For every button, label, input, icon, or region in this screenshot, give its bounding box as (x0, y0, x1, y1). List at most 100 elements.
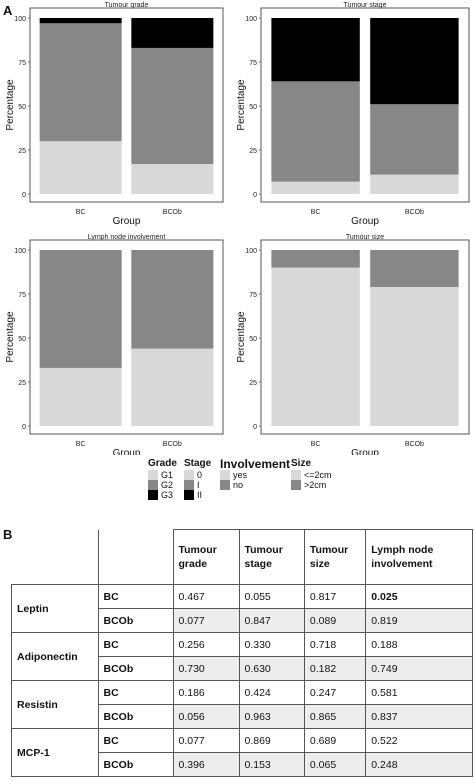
legend-swatch (220, 470, 230, 480)
x-axis-title: Group (351, 448, 379, 455)
y-tick-label: 50 (18, 336, 26, 343)
group-label: BC (97, 680, 174, 705)
x-tick-label: BCOb (405, 441, 424, 448)
legend-label: II (197, 490, 203, 500)
bar-segment (131, 18, 214, 48)
pvalue-table: Tumour grade Tumour stage Tumour size Lymph… (11, 529, 473, 777)
group-label: BCOb (97, 704, 174, 729)
bar-segment (131, 348, 214, 426)
legend-item: G1 (148, 470, 177, 480)
legend-label: >2cm (304, 480, 327, 490)
y-tick-label: 75 (249, 60, 257, 67)
legend-label: <=2cm (304, 470, 332, 480)
chart-title: Tumour size (346, 234, 384, 241)
y-tick-label: 100 (245, 16, 257, 23)
p-value: 0.819 (365, 608, 473, 633)
y-tick-label: 25 (18, 380, 26, 387)
x-axis-title: Group (113, 216, 141, 227)
p-value: 0.749 (365, 656, 473, 681)
p-value: 0.522 (365, 728, 473, 753)
header-blank (98, 529, 174, 585)
p-value: 0.718 (303, 632, 367, 657)
legend-swatch (184, 490, 194, 500)
y-tick-label: 50 (249, 336, 257, 343)
p-value: 0.077 (172, 608, 240, 633)
column-header: Lymph node involvement (365, 529, 473, 585)
legend-title: Involvement (220, 457, 291, 471)
p-value: 0.865 (303, 704, 367, 729)
p-value: 0.396 (172, 752, 240, 777)
legend-label: G1 (161, 470, 174, 480)
legend-label: yes (233, 470, 248, 480)
p-value: 0.467 (172, 584, 240, 609)
legend-swatch (291, 480, 301, 490)
bar-segment (39, 367, 122, 426)
table-row: MCP-1 BC 0.077 0.869 0.689 0.522 (11, 728, 473, 777)
legend-swatch (184, 470, 194, 480)
y-tick-label: 25 (249, 380, 257, 387)
y-tick-label: 0 (253, 424, 257, 431)
x-tick-label: BC (311, 441, 321, 448)
column-header: Tumour grade (172, 529, 240, 585)
p-value: 0.847 (238, 608, 305, 633)
bar-segment (370, 104, 459, 175)
p-value: 0.837 (365, 704, 473, 729)
p-value: 0.869 (238, 728, 305, 753)
legend-title: Grade (148, 458, 177, 469)
p-value: 0.077 (172, 728, 240, 753)
x-tick-label: BCOb (163, 209, 182, 216)
p-value: 0.182 (303, 656, 367, 681)
legend-title: Stage (184, 458, 212, 469)
stacked-bar-charts: Tumour grade BC BCOb 0 25 50 75 100 Group Percent… (5, 2, 470, 455)
y-tick-label: 75 (18, 292, 26, 299)
table-row: Leptin BC 0.467 0.055 0.817 0.025 (11, 584, 473, 633)
chart-title: Tumour grade (105, 2, 149, 9)
p-value: 0.055 (238, 584, 305, 609)
x-axis-title: Group (113, 448, 141, 455)
y-tick-label: 75 (249, 292, 257, 299)
p-value: 0.056 (172, 704, 240, 729)
column-header: Tumour size (303, 529, 367, 585)
table-header-row: Tumour grade Tumour stage Tumour size Lymph… (11, 529, 473, 585)
y-tick-label: 0 (22, 424, 26, 431)
bar-segment (271, 81, 360, 182)
legend-item: <=2cm (291, 470, 332, 480)
y-axis-title: Percentage (5, 79, 16, 131)
bar-segment (131, 164, 214, 194)
bar-segment (370, 174, 459, 194)
legend-group: Stage 0 I II (184, 458, 211, 500)
chart-legend: Grade G1 G2 G3 Stage 0 I II Involvement yes no Size… (145, 458, 445, 518)
y-tick-label: 25 (18, 148, 26, 155)
table-row: Resistin BC 0.186 0.424 0.247 0.581 (11, 680, 473, 729)
p-value: 0.963 (238, 704, 305, 729)
y-axis-title: Percentage (236, 311, 247, 363)
legend-item: 0 (184, 470, 211, 480)
x-axis-title: Group (351, 216, 379, 227)
bar-segment (271, 181, 360, 194)
table-row: BCOb 0.396 0.153 0.065 0.248 (12, 752, 473, 777)
legend-swatch (148, 480, 158, 490)
bar-segment (271, 267, 360, 426)
x-tick-label: BC (76, 441, 86, 448)
legend-swatch (148, 470, 158, 480)
group-label: BC (97, 632, 174, 657)
legend-item: no (220, 480, 290, 490)
p-value: 0.248 (365, 752, 473, 777)
table-row: BCOb 0.730 0.630 0.182 0.749 (12, 656, 473, 681)
y-tick-label: 0 (253, 192, 257, 199)
legend-title: Size (291, 458, 312, 469)
y-tick-label: 75 (18, 60, 26, 67)
legend-group: Involvement yes no (220, 458, 290, 490)
x-tick-label: BCOb (405, 209, 424, 216)
p-value: 0.247 (303, 680, 367, 705)
legend-swatch (184, 480, 194, 490)
legend-swatch (220, 480, 230, 490)
marker-name: Resistin (11, 680, 99, 729)
legend-item: G2 (148, 480, 177, 490)
y-axis-title: Percentage (236, 79, 247, 131)
legend-item: II (184, 490, 211, 500)
p-value: 0.256 (172, 632, 240, 657)
legend-label: 0 (197, 470, 203, 480)
legend-group: Size <=2cm >2cm (291, 458, 332, 490)
y-tick-label: 100 (245, 248, 257, 255)
